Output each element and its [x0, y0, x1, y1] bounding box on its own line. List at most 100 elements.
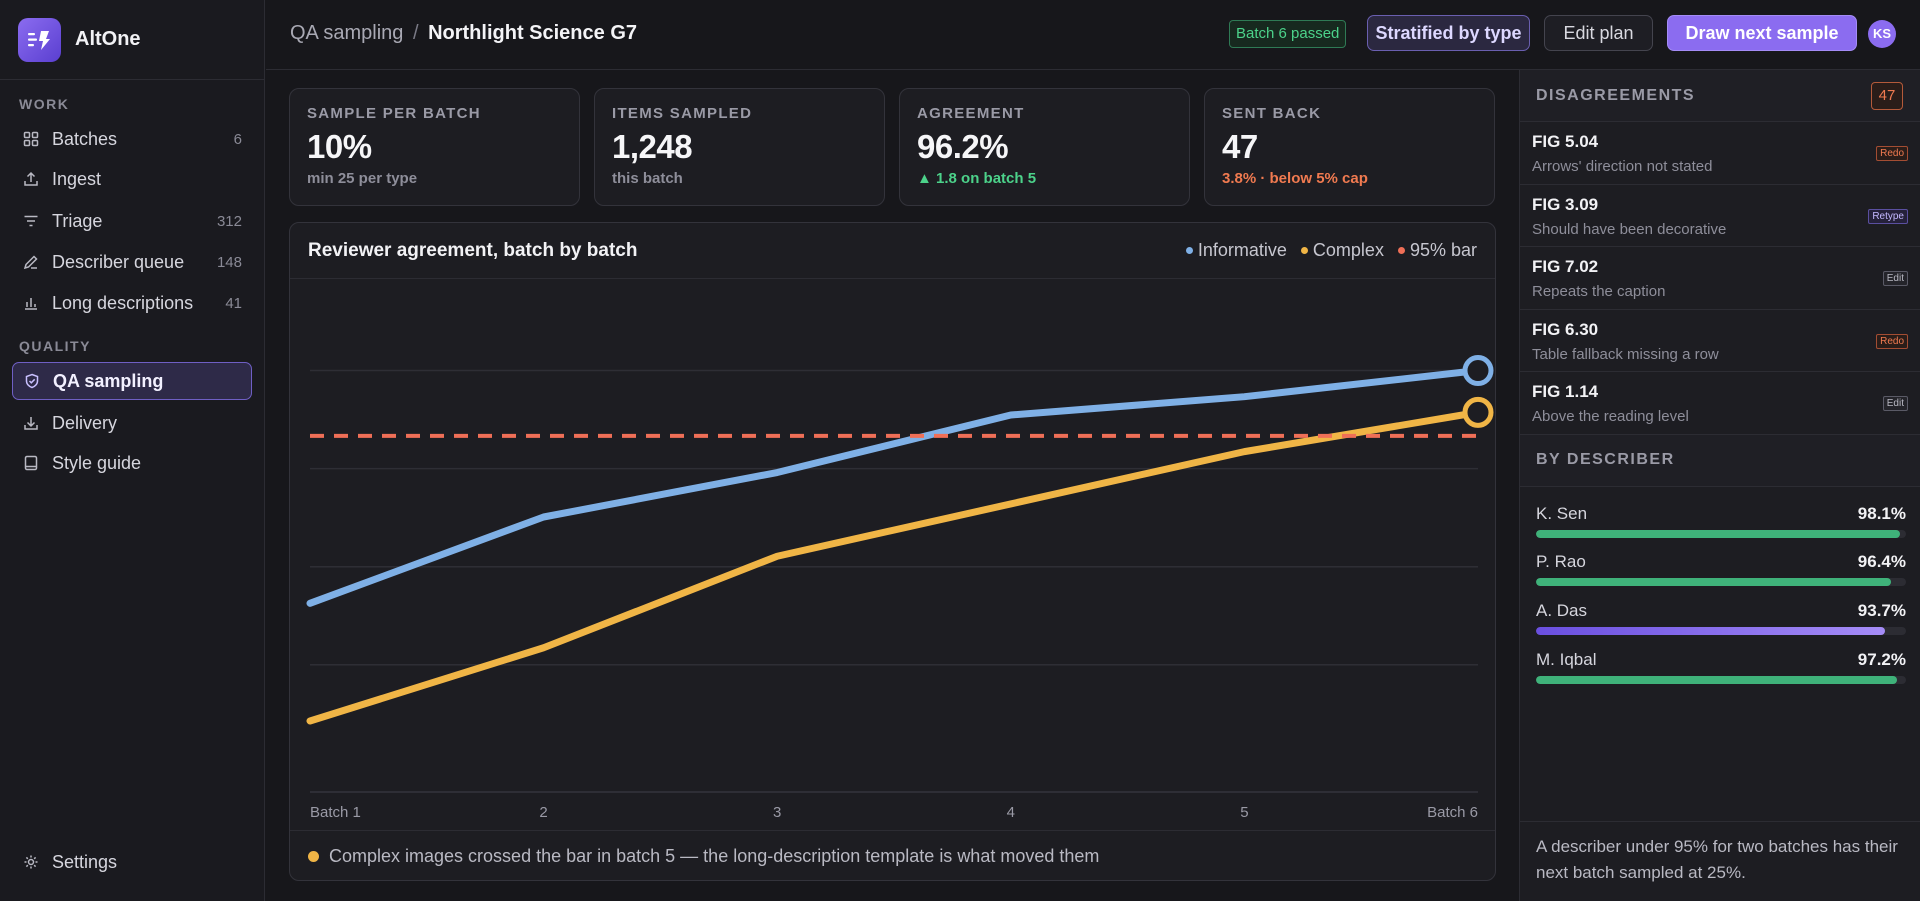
action-tag[interactable]: Edit [1882, 271, 1908, 286]
figure-id: FIG 7.02 [1532, 257, 1599, 276]
legend-swatch [1185, 247, 1193, 254]
bar-chart-icon [22, 294, 40, 312]
footnote-text: Complex images crossed the bar in batch … [329, 846, 1100, 866]
kpi-value: 96.2% [917, 128, 1009, 165]
sidebar-item-count: 312 [216, 212, 242, 230]
edit-plan-button[interactable]: Edit plan [1544, 15, 1653, 51]
kpi-label: AGREEMENT [917, 105, 1025, 122]
pencil-icon [22, 253, 40, 271]
draw-next-sample-button[interactable]: Draw next sample [1667, 15, 1857, 51]
section-title: BY DESCRIBER [1536, 451, 1675, 468]
score-bar-fill [1536, 578, 1891, 586]
disagreement-row[interactable]: FIG 1.14 Above the reading level Edit [1520, 372, 1920, 435]
describer-row[interactable]: P. Rao 96.4% [1536, 552, 1906, 586]
avatar[interactable]: KS [1868, 20, 1896, 48]
describer-row[interactable]: A. Das 93.7% [1536, 601, 1906, 635]
score-bar [1536, 676, 1906, 684]
sidebar-item-delivery[interactable]: Delivery [12, 404, 252, 442]
disagreements-count-badge: 47 [1871, 82, 1903, 110]
series-end-marker [1462, 355, 1494, 387]
disagreement-row[interactable]: FIG 5.04 Arrows' direction not stated Re… [1520, 122, 1920, 185]
page-title: Northlight Science G7 [428, 22, 638, 44]
sidebar-item-settings[interactable]: Settings [12, 843, 252, 881]
gear-icon [22, 853, 40, 871]
describer-score: 96.4% [1857, 552, 1906, 571]
action-tag[interactable]: Redo [1876, 146, 1908, 161]
figure-id: FIG 5.04 [1532, 132, 1599, 151]
score-bar-fill [1536, 530, 1900, 538]
app-logo-icon[interactable] [18, 17, 61, 62]
legend-item[interactable]: 95% bar [1397, 240, 1477, 261]
download-icon [22, 414, 40, 432]
series-end-marker [1462, 396, 1494, 428]
filter-icon [22, 212, 40, 230]
sidebar-item-long-descriptions[interactable]: Long descriptions 41 [12, 284, 252, 322]
disagreement-row[interactable]: FIG 3.09 Should have been decorative Ret… [1520, 185, 1920, 247]
action-tag[interactable]: Retype [1868, 208, 1908, 224]
figure-id: FIG 3.09 [1532, 194, 1599, 214]
sidebar-item-label: Ingest [52, 168, 102, 189]
describer-name: P. Rao [1536, 552, 1586, 571]
nav-section-work: WORK [19, 96, 70, 112]
describer-name: A. Das [1536, 601, 1588, 620]
series-line-informative [306, 367, 1482, 607]
section-title: DISAGREEMENTS [1536, 86, 1696, 104]
sidebar-item-style-guide[interactable]: Style guide [12, 444, 252, 482]
x-tick-label: 2 [539, 804, 547, 821]
kpi-agreement: AGREEMENT 96.2% ▲ 1.8 on batch 5 [899, 88, 1190, 206]
sidebar-item-describer-queue[interactable]: Describer queue 148 [12, 243, 252, 281]
app-name: AltOne [75, 28, 141, 50]
sidebar-item-ingest[interactable]: Ingest [12, 160, 252, 198]
sidebar-item-triage[interactable]: Triage 312 [12, 202, 252, 240]
chart-legend: Informative Complex 95% bar [1172, 240, 1477, 261]
nav-section-quality: QUALITY [19, 338, 91, 354]
disagreement-reason: Table fallback missing a row [1532, 345, 1719, 363]
chart-divider [290, 278, 1495, 279]
disagreement-reason: Arrows' direction not stated [1532, 158, 1713, 175]
action-tag[interactable]: Edit [1882, 396, 1908, 411]
footnote-dot [308, 851, 319, 862]
kpi-value: 47 [1222, 128, 1258, 165]
by-describer-header: BY DESCRIBER [1520, 434, 1920, 487]
disagreement-row[interactable]: FIG 7.02 Repeats the caption Edit [1520, 247, 1920, 310]
breadcrumb-parent[interactable]: QA sampling [290, 22, 404, 44]
sampling-policy-note: A describer under 95% for two batches ha… [1520, 821, 1920, 901]
legend-item[interactable]: Complex [1300, 240, 1384, 261]
kpi-subtext: this batch [612, 170, 683, 187]
shield-check-icon [23, 372, 41, 390]
legend-swatch [1300, 247, 1308, 254]
kpi-value: 1,248 [612, 128, 693, 165]
sidebar-item-label: Settings [52, 851, 118, 872]
sidebar-item-count: 41 [225, 294, 242, 312]
sidebar-item-count: 148 [216, 253, 242, 271]
legend-label: Complex [1312, 240, 1384, 260]
score-bar [1536, 627, 1906, 635]
describer-score: 97.2% [1857, 650, 1906, 669]
x-tick-label: 3 [773, 804, 781, 821]
describer-name: M. Iqbal [1536, 650, 1597, 669]
sidebar-item-label: Long descriptions [52, 292, 194, 313]
action-tag[interactable]: Redo [1876, 333, 1908, 349]
x-tick-label: Batch 6 [1427, 804, 1478, 821]
chart-title: Reviewer agreement, batch by batch [308, 240, 638, 261]
disagreement-row[interactable]: FIG 6.30 Table fallback missing a row Re… [1520, 310, 1920, 372]
score-bar [1536, 530, 1906, 538]
sidebar-item-qa-sampling[interactable]: QA sampling [12, 362, 252, 400]
status-badge: Batch 6 passed [1229, 20, 1347, 48]
describer-row[interactable]: K. Sen 98.1% [1536, 504, 1906, 538]
x-tick-label: 5 [1240, 804, 1248, 821]
sidebar-item-batches[interactable]: Batches 6 [12, 120, 252, 158]
describer-row[interactable]: M. Iqbal 97.2% [1536, 650, 1906, 684]
stratified-toggle-button[interactable]: Stratified by type [1367, 15, 1530, 51]
sidebar-item-label: Triage [52, 210, 103, 231]
disagreement-reason: Should have been decorative [1532, 220, 1727, 238]
agreement-chart-panel: Reviewer agreement, batch by batch Infor… [289, 222, 1496, 881]
series-line-complex [306, 408, 1482, 725]
kpi-subtext: 3.8% · below 5% cap [1222, 170, 1368, 187]
describer-score: 98.1% [1857, 504, 1906, 523]
kpi-items-sampled: ITEMS SAMPLED 1,248 this batch [594, 88, 885, 206]
kpi-label: SAMPLE PER BATCH [307, 105, 481, 122]
upload-icon [22, 170, 40, 188]
legend-item[interactable]: Informative [1185, 240, 1287, 261]
line-chart: Batch 1 2 3 4 5 Batch 6 [306, 355, 1494, 821]
